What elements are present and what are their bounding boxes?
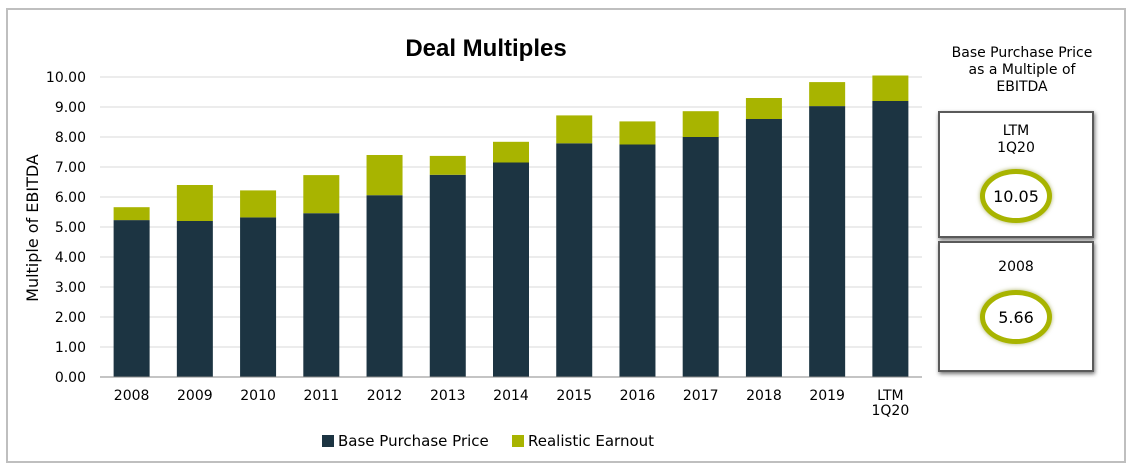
x-tick-label: 2017 — [683, 388, 719, 404]
x-tick-label: 2011 — [303, 388, 339, 404]
bar-realistic-earnout — [240, 190, 277, 218]
x-tick-label: 2019 — [809, 388, 845, 404]
stat-box-2008: 2008 5.66 — [938, 241, 1094, 372]
y-tick-label: 3.00 — [55, 280, 86, 296]
x-tick-label: 2018 — [746, 388, 782, 404]
x-tick-label: 2016 — [620, 388, 656, 404]
bar-base-purchase-price — [113, 220, 150, 377]
y-tick-label: 4.00 — [55, 250, 86, 266]
bar-base-purchase-price — [176, 221, 213, 377]
bar-realistic-earnout — [493, 141, 529, 163]
bar-base-purchase-price — [303, 213, 340, 377]
y-tick-label: 1.00 — [55, 340, 86, 356]
bar-realistic-earnout — [429, 155, 466, 175]
bar-realistic-earnout — [176, 185, 213, 221]
x-tick-labels: 2008 2009 2010 2011 2012 2013 2014 2015 2016 2017… — [114, 388, 909, 419]
legend-label: Realistic Earnout — [528, 432, 654, 450]
bar-base-purchase-price — [556, 143, 593, 377]
y-tick-label: 0.00 — [55, 370, 86, 386]
bar-realistic-earnout — [809, 82, 846, 107]
legend-label: Base Purchase Price — [338, 432, 489, 450]
chart-title: Deal Multiples — [405, 35, 566, 62]
bar-realistic-earnout — [745, 98, 782, 119]
stat-value: 5.66 — [998, 307, 1034, 327]
legend: Base Purchase Price Realistic Earnout — [322, 432, 654, 450]
bar-realistic-earnout — [556, 115, 593, 144]
x-tick-label: 2008 — [114, 388, 150, 404]
bar-base-purchase-price — [872, 101, 909, 377]
stat-value: 10.05 — [993, 186, 1039, 206]
legend-swatch — [322, 435, 334, 447]
x-tick-label: 2013 — [430, 388, 466, 404]
y-tick-label: 2.00 — [55, 310, 86, 326]
x-tick-label: 2014 — [493, 388, 529, 404]
bar-base-purchase-price — [240, 217, 277, 377]
bar-realistic-earnout — [619, 121, 656, 145]
y-tick-label: 9.00 — [55, 100, 86, 116]
bar-base-purchase-price — [493, 162, 529, 377]
y-tick-label: 5.00 — [55, 220, 86, 236]
x-tick-label: 2009 — [177, 388, 213, 404]
chart-frame — [6, 8, 1126, 463]
bar-realistic-earnout — [872, 75, 909, 101]
y-tick-labels: 0.00 1.00 2.00 3.00 4.00 5.00 6.00 7.00 8.00 9.00… — [46, 70, 86, 386]
bar-base-purchase-price — [682, 137, 719, 377]
y-tick-label: 7.00 — [55, 160, 86, 176]
bar-realistic-earnout — [113, 207, 150, 221]
x-tick-label: 2015 — [556, 388, 592, 404]
x-tick-label: 2010 — [240, 388, 276, 404]
x-tick-label: LTM 1Q20 — [872, 388, 910, 419]
bar-base-purchase-price — [429, 174, 466, 377]
stat-label: LTM 1Q20 — [997, 123, 1035, 156]
stat-value-ring: 5.66 — [980, 290, 1052, 344]
stat-box-ltm: LTM 1Q20 10.05 — [938, 111, 1094, 238]
bars — [113, 75, 909, 377]
bar-base-purchase-price — [366, 195, 403, 377]
y-tick-label: 8.00 — [55, 130, 86, 146]
bar-base-purchase-price — [619, 144, 656, 377]
y-tick-label: 6.00 — [55, 190, 86, 206]
bar-realistic-earnout — [682, 111, 719, 137]
side-panel-title: Base Purchase Price as a Multiple of EBI… — [951, 45, 1093, 95]
stat-label: 2008 — [998, 259, 1034, 275]
bar-base-purchase-price — [809, 106, 846, 377]
bar-realistic-earnout — [303, 175, 340, 214]
x-tick-label: 2012 — [367, 388, 403, 404]
stat-value-ring: 10.05 — [980, 169, 1052, 223]
legend-swatch — [512, 435, 524, 447]
y-tick-label: 10.00 — [46, 70, 86, 86]
y-axis-label: Multiple of EBITDA — [23, 154, 42, 302]
bar-base-purchase-price — [745, 119, 782, 377]
bar-realistic-earnout — [366, 155, 403, 196]
